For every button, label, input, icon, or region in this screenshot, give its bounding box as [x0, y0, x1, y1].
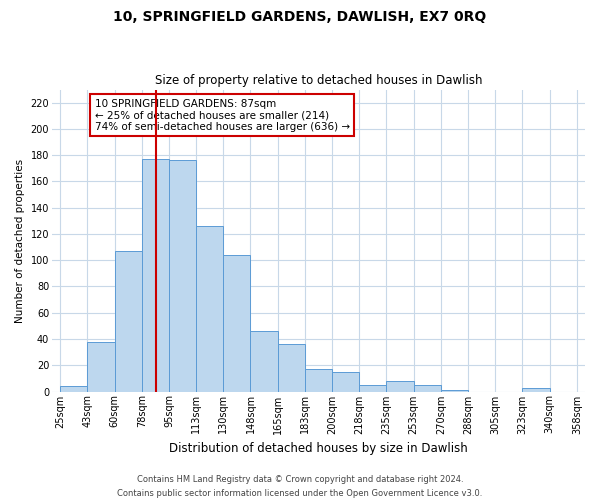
Bar — [169, 160, 196, 392]
Text: 10, SPRINGFIELD GARDENS, DAWLISH, EX7 0RQ: 10, SPRINGFIELD GARDENS, DAWLISH, EX7 0R… — [113, 10, 487, 24]
Bar — [142, 159, 169, 392]
Bar — [223, 255, 250, 392]
Bar — [115, 251, 142, 392]
Bar — [60, 386, 88, 392]
Bar — [523, 388, 550, 392]
Bar — [88, 342, 115, 392]
Bar — [196, 226, 223, 392]
X-axis label: Distribution of detached houses by size in Dawlish: Distribution of detached houses by size … — [169, 442, 468, 455]
Bar — [278, 344, 305, 392]
Text: 10 SPRINGFIELD GARDENS: 87sqm
← 25% of detached houses are smaller (214)
74% of : 10 SPRINGFIELD GARDENS: 87sqm ← 25% of d… — [95, 98, 350, 132]
Bar — [413, 385, 441, 392]
Bar — [305, 369, 332, 392]
Text: Contains HM Land Registry data © Crown copyright and database right 2024.
Contai: Contains HM Land Registry data © Crown c… — [118, 476, 482, 498]
Y-axis label: Number of detached properties: Number of detached properties — [15, 158, 25, 322]
Bar — [441, 390, 468, 392]
Bar — [332, 372, 359, 392]
Bar — [250, 331, 278, 392]
Title: Size of property relative to detached houses in Dawlish: Size of property relative to detached ho… — [155, 74, 482, 87]
Bar — [386, 381, 413, 392]
Bar — [359, 385, 386, 392]
